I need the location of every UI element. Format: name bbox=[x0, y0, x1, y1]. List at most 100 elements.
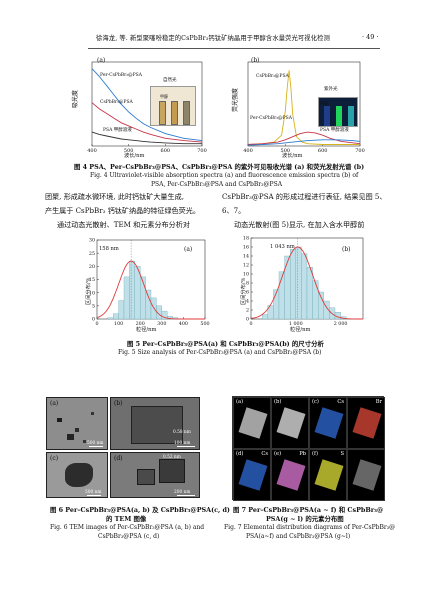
figure-4a-inset-photo bbox=[150, 86, 196, 126]
y-tick-label: 4 bbox=[246, 299, 249, 305]
tem-panel-a: (a) 500 nm bbox=[46, 397, 108, 450]
series-line bbox=[91, 131, 202, 145]
figure-4a-inset-caption: 自然光 bbox=[163, 78, 177, 83]
scale-bar bbox=[87, 495, 101, 497]
scale-bar-label: 500 nm bbox=[85, 490, 102, 495]
particle-cluster bbox=[57, 418, 62, 422]
series-line bbox=[247, 139, 361, 146]
element-map-label: (e) bbox=[274, 451, 282, 457]
page-header: 徐海龙, 等. 新型聚噻吩稳定的CsPbBr₃钙钛矿纳晶用于甲醇含水量荧光可视化… bbox=[0, 0, 427, 56]
lattice-annotation: 0.52 nm bbox=[163, 455, 181, 460]
figure-7-caption-en-line-2: PSA(a~f) and CsPbBr₃@PSA (g~l) bbox=[246, 533, 351, 540]
x-tick-label: 600 bbox=[161, 148, 171, 154]
x-tick-label: 0 bbox=[249, 321, 252, 327]
tem-panel-label: (a) bbox=[50, 400, 59, 407]
element-map-label: (c) bbox=[312, 399, 319, 405]
element-signal bbox=[314, 459, 344, 491]
plot-frame bbox=[247, 61, 361, 147]
figure-5a-peak-annotation: 158 nm bbox=[99, 246, 119, 252]
element-map-panel: (e) Pb bbox=[271, 449, 309, 501]
x-tick-label: 700 bbox=[355, 148, 365, 154]
scale-bar bbox=[177, 446, 195, 448]
particle-cluster bbox=[83, 440, 86, 443]
figure-4b-inset-photo bbox=[318, 97, 358, 127]
x-tick-label: 300 bbox=[157, 321, 166, 327]
figure-5a-ylabel: 区间分布/% bbox=[86, 277, 92, 305]
y-tick-label: 14 bbox=[243, 254, 249, 260]
element-map-label: (a) bbox=[236, 399, 244, 405]
figure-5b-panel-label: (b) bbox=[342, 246, 351, 253]
figure-4-caption-cn: 图 4 PSA、Per–CsPbBr₃@PSA、CsPbBr₃@PSA 的紫外可… bbox=[74, 163, 365, 171]
x-tick-label: 100 bbox=[114, 321, 123, 327]
element-map-panel: Br bbox=[347, 397, 385, 449]
nanocube-small bbox=[137, 469, 155, 485]
scale-bar bbox=[177, 495, 195, 497]
element-signal bbox=[238, 459, 268, 491]
element-symbol: S bbox=[340, 451, 344, 457]
figure-4b-series-label-1: CsPbBr₃@PSA bbox=[256, 74, 289, 79]
figure-5a-xlabel: 粒径/nm bbox=[136, 327, 157, 333]
element-signal bbox=[352, 407, 382, 439]
y-tick-label: 15 bbox=[89, 277, 95, 283]
figure-4a-inset-arrow-label: 甲醇 bbox=[160, 94, 168, 99]
y-tick-label: 10 bbox=[243, 272, 249, 278]
series-line bbox=[247, 131, 361, 145]
y-tick-label: 10 bbox=[89, 290, 95, 296]
figure-4b-series-label-3: PSA 甲醇溶液 bbox=[320, 128, 349, 133]
nanocube-large bbox=[159, 459, 185, 483]
histogram-bar bbox=[284, 255, 291, 320]
tem-panel-label: (d) bbox=[114, 455, 123, 462]
x-tick-label: 500 bbox=[124, 148, 134, 154]
series-line bbox=[91, 68, 203, 142]
figure-6-caption-en-line-1: Fig. 6 TEM images of Per-CsPbBr₃@PSA (a,… bbox=[50, 524, 205, 531]
particle-cluster bbox=[91, 412, 94, 415]
x-tick-label: 400 bbox=[179, 321, 188, 327]
vial-3 bbox=[348, 106, 354, 126]
x-tick-label: 600 bbox=[318, 148, 328, 154]
element-signal bbox=[276, 407, 306, 439]
x-tick-label: 1 000 bbox=[289, 321, 303, 327]
figure-5b-xlabel: 粒径/nm bbox=[290, 327, 311, 333]
figure-4-caption-en-line-2: PSA, Per-CsPbBr₃@PSA and CsPbBr₃@PSA bbox=[151, 181, 283, 188]
figure-4a-panel-label: (a) bbox=[97, 57, 106, 64]
x-tick-label: 400 bbox=[243, 148, 253, 154]
histogram-bar bbox=[161, 310, 168, 320]
figure-5-caption-cn: 图 5 Per–CsPbBr₃@PSA(a) 和 CsPbBr₃@PSA(b) … bbox=[127, 340, 324, 348]
element-signal bbox=[352, 459, 382, 491]
scale-bar-label: 500 nm bbox=[87, 441, 104, 446]
tem-panel-label: (b) bbox=[114, 400, 123, 407]
histogram-bar bbox=[301, 253, 308, 320]
x-tick-label: 2 000 bbox=[334, 321, 348, 327]
scale-bar-label: 100 nm bbox=[174, 441, 191, 446]
body-left-line-3: 通过动态光散射、TEM 和元素分布分析对 bbox=[57, 220, 190, 229]
series-line bbox=[247, 70, 360, 145]
figure-4b-inset-arrow-label: 甲醇 bbox=[320, 101, 328, 106]
element-map-panel: (f) S bbox=[309, 449, 347, 501]
tem-panel-d: (d) 0.52 nm 200 nm bbox=[110, 452, 200, 498]
element-map-label: (f) bbox=[312, 451, 318, 457]
y-tick-label: 25 bbox=[89, 251, 95, 257]
element-map-panel bbox=[347, 449, 385, 501]
aggregate-cluster bbox=[65, 463, 93, 487]
figure-5b-ylabel: 区间分布/% bbox=[241, 277, 247, 305]
figure-4b-xlabel: 波长/nm bbox=[282, 153, 303, 159]
figure-4b-series-label-2: Per-CsPbBr₃@PSA bbox=[250, 116, 292, 121]
histogram-bar bbox=[312, 280, 319, 320]
figure-4a-series-label-3: PSA 甲醇溶液 bbox=[103, 128, 132, 133]
y-tick-label: 20 bbox=[89, 264, 95, 270]
figure-6-caption-cn-line-1: 图 6 Per–CsPbBr₃@PSA(a, b) 及 CsPbBr₃@PSA(… bbox=[50, 506, 230, 514]
x-tick-label: 500 bbox=[200, 321, 209, 327]
figure-4-caption-en-line-1: Fig. 4 Ultraviolet-visible absorption sp… bbox=[90, 172, 359, 179]
histogram-bar bbox=[306, 267, 313, 320]
vial-3 bbox=[183, 101, 190, 125]
figure-7-caption-cn-line-2: PSA(g ~ l) 的元素分布图 bbox=[266, 515, 344, 523]
x-tick-label: 0 bbox=[95, 321, 98, 327]
body-right-line-2: 6、7。 bbox=[222, 206, 246, 215]
tem-panel-label: (c) bbox=[50, 455, 59, 462]
lattice-annotation: 0.58 nm bbox=[173, 430, 191, 435]
vial-1 bbox=[324, 106, 330, 126]
y-tick-label: 2 bbox=[246, 308, 249, 314]
element-map-label: (d) bbox=[236, 451, 244, 457]
